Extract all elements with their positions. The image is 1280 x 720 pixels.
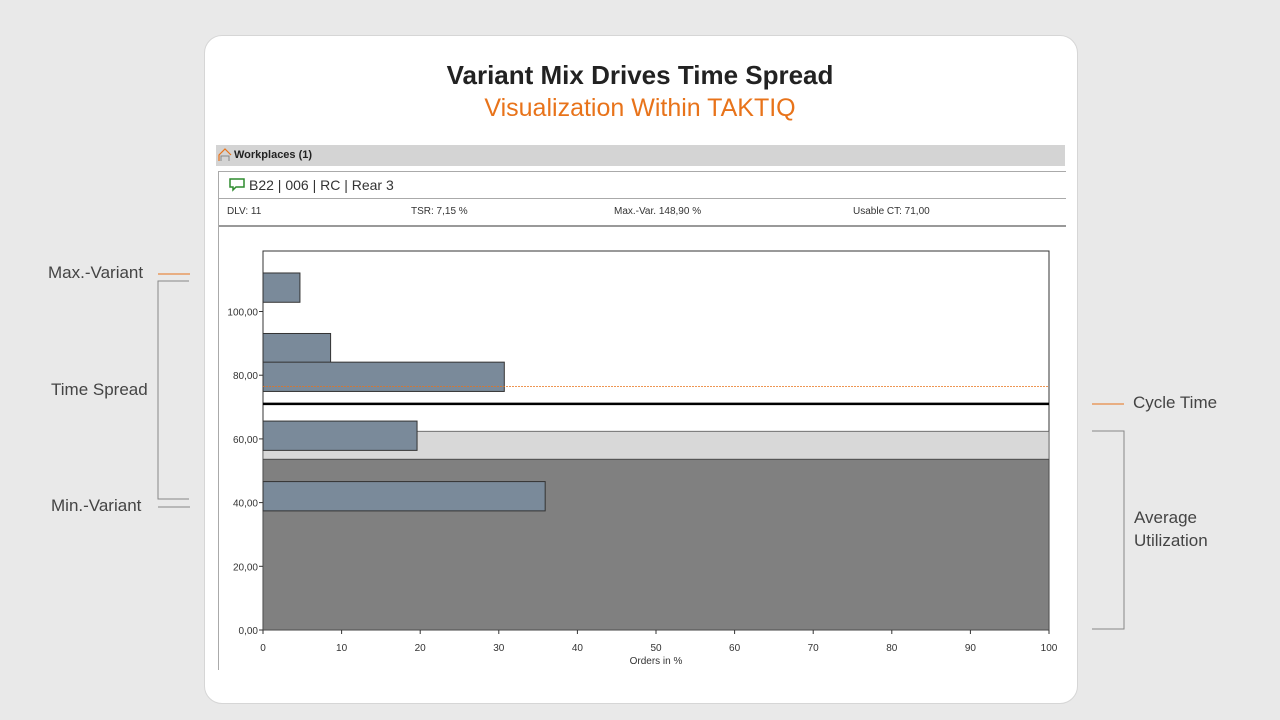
x-tick-label: 40 bbox=[572, 643, 584, 654]
workplace-title-row[interactable]: B22 | 006 | RC | Rear 3 bbox=[219, 172, 1066, 199]
y-tick-label: 100,00 bbox=[227, 308, 258, 319]
workplaces-label: Workplaces (1) bbox=[234, 149, 313, 161]
x-tick-label: 70 bbox=[808, 643, 820, 654]
bar-4 bbox=[262, 481, 546, 512]
x-tick-label: 10 bbox=[336, 643, 348, 654]
y-tick-label: 60,00 bbox=[233, 435, 258, 446]
workplaces-header[interactable]: Workplaces (1) bbox=[216, 145, 1065, 166]
bar-0 bbox=[262, 272, 301, 303]
x-tick-label: 90 bbox=[965, 643, 977, 654]
home-icon bbox=[218, 148, 232, 161]
slide-title: Variant Mix Drives Time Spread bbox=[446, 60, 834, 90]
x-tick-label: 60 bbox=[729, 643, 741, 654]
y-tick-label: 20,00 bbox=[233, 562, 258, 573]
annotation-min-variant: Min.-Variant bbox=[51, 496, 142, 515]
x-tick-label: 80 bbox=[886, 643, 898, 654]
y-tick-label: 0,00 bbox=[239, 626, 259, 637]
x-tick-label: 100 bbox=[1041, 643, 1058, 654]
stat-maxvar: Max.-Var. 148,90 % bbox=[614, 206, 702, 217]
x-tick-label: 20 bbox=[415, 643, 427, 654]
y-tick-label: 80,00 bbox=[233, 371, 258, 382]
annotation-avg-util-line1: Average bbox=[1134, 508, 1198, 527]
annotation-time-spread: Time Spread bbox=[51, 380, 148, 399]
bar-1 bbox=[262, 332, 332, 364]
y-tick-label: 40,00 bbox=[233, 499, 258, 510]
bar-3 bbox=[262, 420, 418, 451]
workplace-panel: B22 | 006 | RC | Rear 3 DLV: 11 TSR: 7,1… bbox=[218, 171, 1066, 670]
x-tick-label: 50 bbox=[650, 643, 662, 654]
annotation-cycle-time: Cycle Time bbox=[1133, 393, 1218, 412]
annotation-max-variant: Max.-Variant bbox=[48, 263, 144, 282]
stat-dlv: DLV: 11 bbox=[227, 206, 262, 217]
slide-subtitle: Visualization Within TAKTIQ bbox=[484, 94, 796, 122]
annotation-avg-util-line2: Utilization bbox=[1134, 531, 1208, 550]
workplace-name: B22 | 006 | RC | Rear 3 bbox=[249, 177, 394, 193]
x-axis-label: Orders in % bbox=[630, 656, 683, 667]
stats-row: DLV: 11 TSR: 7,15 % Max.-Var. 148,90 % U… bbox=[219, 199, 1066, 227]
stat-usable-ct: Usable CT: 71,00 bbox=[853, 206, 930, 217]
stat-tsr: TSR: 7,15 % bbox=[411, 206, 468, 217]
bar-2 bbox=[262, 361, 505, 392]
x-tick-label: 0 bbox=[260, 643, 266, 654]
x-tick-label: 30 bbox=[493, 643, 505, 654]
comment-icon bbox=[229, 178, 245, 192]
